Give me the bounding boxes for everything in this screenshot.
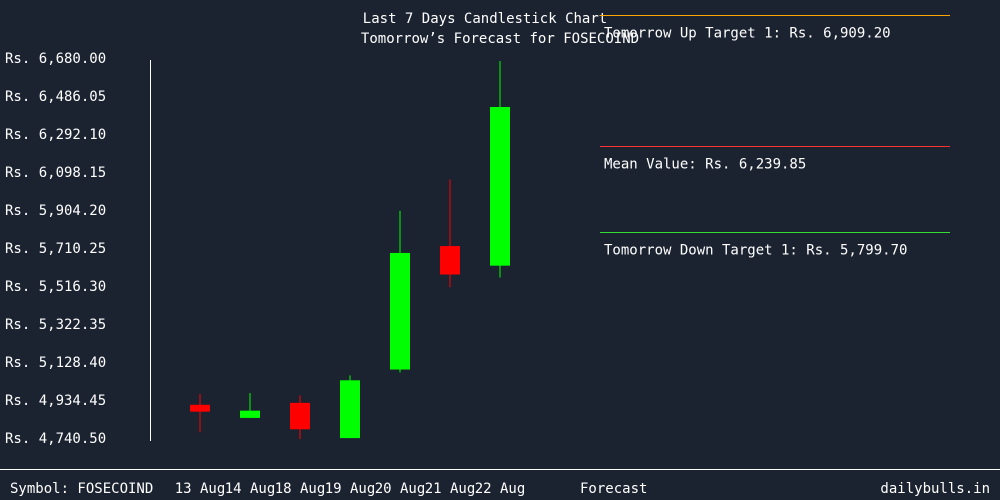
y-tick-label: Rs. 5,322.35 <box>5 317 106 333</box>
candle-body <box>240 410 260 418</box>
y-axis-tick-labels: Rs. 6,680.00 Rs. 6,486.05 Rs. 6,292.10 Rs. … <box>5 51 106 447</box>
y-tick-label: Rs. 6,292.10 <box>5 127 106 143</box>
x-tick-label: 13 Aug <box>175 481 226 497</box>
candle-body <box>340 380 360 439</box>
forecast-line-label: Mean Value: Rs. 6,239.85 <box>604 157 806 173</box>
y-tick-label: Rs. 6,680.00 <box>5 51 106 67</box>
chart-subtitle: Tomorrow’s Forecast for FOSECOIND <box>361 31 639 47</box>
y-tick-label: Rs. 5,516.30 <box>5 279 106 295</box>
x-axis-tick-labels: 13 Aug 14 Aug 18 Aug 19 Aug 20 Aug 21 Aug 22 A… <box>175 481 526 497</box>
x-tick-label: 20 Aug <box>375 481 426 497</box>
candle-body <box>440 246 460 275</box>
x-tick-label: 14 Aug <box>225 481 276 497</box>
y-tick-label: Rs. 4,934.45 <box>5 393 106 409</box>
x-tick-label: 18 Aug <box>275 481 326 497</box>
candles-group <box>190 60 510 440</box>
y-tick-label: Rs. 5,128.40 <box>5 355 106 371</box>
y-tick-label: Rs. 5,710.25 <box>5 241 106 257</box>
candle-body <box>190 404 210 412</box>
candle-body <box>390 252 410 370</box>
footer-symbol: Symbol: FOSECOIND <box>10 481 153 497</box>
y-tick-label: Rs. 6,098.15 <box>5 165 106 181</box>
forecast-label: Forecast <box>580 481 647 497</box>
candle-body <box>490 106 510 266</box>
candle-body <box>290 402 310 430</box>
y-tick-label: Rs. 4,740.50 <box>5 431 106 447</box>
forecast-lines-group: Tomorrow Up Target 1: Rs. 6,909.20 Mean V… <box>600 15 950 259</box>
x-tick-label: 19 Aug <box>325 481 376 497</box>
x-tick-label: 22 Aug <box>475 481 526 497</box>
x-tick-label: 21 Aug <box>425 481 476 497</box>
forecast-line-label: Tomorrow Up Target 1: Rs. 6,909.20 <box>604 26 891 42</box>
chart-title: Last 7 Days Candlestick Chart <box>363 11 607 27</box>
y-tick-label: Rs. 5,904.20 <box>5 203 106 219</box>
footer-brand: dailybulls.in <box>880 481 990 497</box>
forecast-line-label: Tomorrow Down Target 1: Rs. 5,799.70 <box>604 243 907 259</box>
y-tick-label: Rs. 6,486.05 <box>5 89 106 105</box>
